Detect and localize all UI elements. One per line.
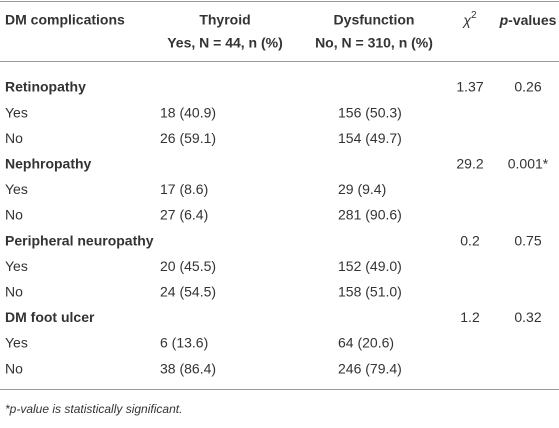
cell: 152 (49.0): [338, 258, 402, 274]
p-value: 0.001*: [508, 156, 549, 172]
cell: 246 (79.4): [338, 360, 402, 376]
cell: 26 (59.1): [160, 130, 216, 146]
p-value: 0.75: [514, 232, 541, 248]
row-label: Yes: [5, 335, 28, 351]
header-cell: No, N = 310, n (%): [315, 35, 433, 51]
cell: 29 (9.4): [338, 181, 386, 197]
header-p: p-values: [499, 12, 557, 28]
section-title: Retinopathy: [5, 79, 86, 95]
row-label: No: [5, 207, 23, 223]
header-cell: DM complications: [5, 12, 125, 28]
header-cell: Thyroid: [199, 12, 250, 28]
cell: 27 (6.4): [160, 207, 208, 223]
p-value: 0.26: [514, 79, 541, 95]
chi-value: 29.2: [456, 156, 483, 172]
header-cell: Yes, N = 44, n (%): [167, 35, 283, 51]
cell: 156 (50.3): [338, 104, 402, 120]
cell: 281 (90.6): [338, 207, 402, 223]
cell: 18 (40.9): [160, 104, 216, 120]
p-rest: -values: [508, 12, 556, 28]
p-value: 0.32: [514, 309, 541, 325]
row-label: No: [5, 130, 23, 146]
header-chi: χ2: [461, 10, 477, 28]
chi-value: 1.2: [460, 309, 480, 325]
cell: 17 (8.6): [160, 181, 208, 197]
section-title: DM foot ulcer: [5, 309, 95, 325]
cell: 158 (51.0): [338, 284, 402, 300]
row-label: No: [5, 284, 23, 300]
section-title: Peripheral neuropathy: [5, 232, 154, 248]
header-cell: Dysfunction: [334, 12, 415, 28]
row-label: Yes: [5, 181, 28, 197]
footnote: *p-value is statistically significant.: [5, 402, 182, 416]
row-label: No: [5, 360, 23, 376]
cell: 6 (13.6): [160, 335, 208, 351]
cell: 24 (54.5): [160, 284, 216, 300]
cell: 64 (20.6): [338, 335, 394, 351]
chi-sup: 2: [471, 10, 477, 21]
chi-symbol: χ: [461, 12, 471, 28]
cell: 38 (86.4): [160, 360, 216, 376]
cell: 154 (49.7): [338, 130, 402, 146]
chi-value: 1.37: [456, 79, 483, 95]
cell: 20 (45.5): [160, 258, 216, 274]
table-body: Retinopathy 1.37 0.26 Yes 18 (40.9) 156 (50.3…: [5, 79, 549, 377]
section-title: Nephropathy: [5, 156, 92, 172]
row-label: Yes: [5, 104, 28, 120]
p-italic: p: [499, 12, 509, 28]
row-label: Yes: [5, 258, 28, 274]
chi-value: 0.2: [460, 232, 480, 248]
